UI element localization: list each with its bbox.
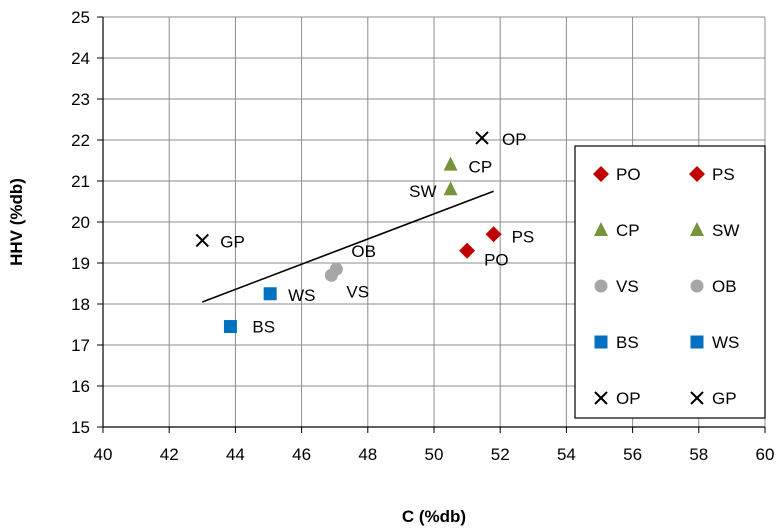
x-tick-label: 56 — [623, 445, 642, 464]
point-label-vs: VS — [346, 282, 369, 301]
y-tick-label: 16 — [71, 377, 90, 396]
legend-label-sw: SW — [712, 221, 739, 240]
point-label-ps: PS — [512, 227, 535, 246]
x-tick-label: 40 — [94, 445, 113, 464]
data-point-ws — [263, 287, 277, 301]
legend-label-ob: OB — [712, 277, 737, 296]
point-label-po: PO — [484, 251, 509, 270]
legend-marker-sw — [690, 222, 704, 236]
x-tick-label: 50 — [425, 445, 444, 464]
data-point-ps — [485, 226, 502, 243]
x-marker-stroke — [594, 391, 608, 405]
legend-label-ws: WS — [712, 333, 739, 352]
x-tick-label: 46 — [292, 445, 311, 464]
point-label-gp: GP — [220, 232, 245, 251]
legend-box — [574, 145, 766, 419]
x-marker-stroke — [475, 131, 489, 145]
point-label-cp: CP — [469, 158, 493, 177]
point-label-sw: SW — [409, 182, 436, 201]
legend-marker-bs — [594, 335, 608, 349]
y-tick-label: 19 — [71, 254, 90, 273]
data-point-cp — [443, 156, 458, 171]
legend-label-bs: BS — [616, 333, 639, 352]
y-tick-label: 23 — [71, 90, 90, 109]
legend-label-gp: GP — [712, 389, 737, 408]
x-tick-label: 52 — [491, 445, 510, 464]
legend-label-cp: CP — [616, 221, 640, 240]
y-tick-label: 17 — [71, 336, 90, 355]
data-point-po — [459, 242, 476, 259]
legend-marker-vs — [594, 279, 608, 293]
x-tick-label: 44 — [226, 445, 245, 464]
point-label-bs: BS — [252, 318, 275, 337]
y-tick-labels: 15 16 17 18 19 20 21 22 23 24 25 — [71, 8, 90, 437]
x-tick-label: 42 — [160, 445, 179, 464]
legend-marker-cp — [594, 222, 608, 236]
axes — [97, 16, 766, 433]
legend-marker-op — [594, 391, 608, 405]
y-tick-label: 22 — [71, 131, 90, 150]
legend-label-vs: VS — [616, 277, 639, 296]
y-tick-label: 20 — [71, 213, 90, 232]
data-point-gp — [195, 233, 210, 248]
legend-marker-ws — [690, 335, 704, 349]
legend-marker-po — [593, 166, 609, 182]
legend-marker-gp — [690, 391, 704, 405]
y-tick-label: 24 — [71, 49, 90, 68]
y-tick-label: 18 — [71, 295, 90, 314]
legend-label-op: OP — [616, 389, 641, 408]
data-points — [195, 131, 502, 334]
y-tick-label: 15 — [71, 418, 90, 437]
legend-label-ps: PS — [712, 165, 735, 184]
data-point-ob — [329, 262, 343, 276]
trendline — [202, 190, 494, 303]
legend-label-po: PO — [616, 165, 641, 184]
y-tick-label: 25 — [71, 8, 90, 27]
legend-marker-ps — [689, 166, 705, 182]
point-label-op: OP — [502, 130, 527, 149]
x-tick-label: 58 — [689, 445, 708, 464]
trendline-group — [202, 190, 494, 303]
x-axis-title: C (%db) — [402, 507, 466, 526]
x-tick-label: 54 — [557, 445, 576, 464]
x-tick-label: 48 — [358, 445, 377, 464]
x-marker-stroke — [195, 233, 210, 248]
x-marker-stroke — [690, 391, 704, 405]
x-tick-label: 60 — [756, 445, 775, 464]
data-point-bs — [223, 320, 237, 334]
data-point-sw — [443, 181, 458, 196]
x-tick-labels: 40 42 44 46 48 50 52 54 56 58 60 — [94, 445, 775, 464]
legend: PO PS CP SW VS OB BS WS OP GP — [574, 145, 766, 419]
data-point-op — [475, 131, 489, 145]
point-label-ws: WS — [288, 286, 315, 305]
y-axis-title: HHV (%db) — [7, 178, 26, 266]
y-tick-label: 21 — [71, 172, 90, 191]
legend-marker-ob — [690, 279, 704, 293]
point-label-ob: OB — [351, 242, 376, 261]
